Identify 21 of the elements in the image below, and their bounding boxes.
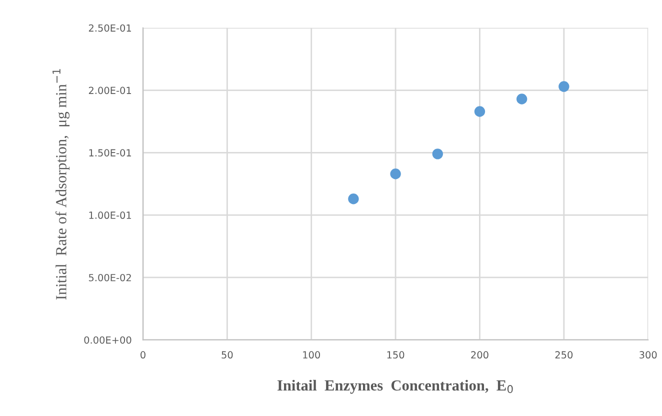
y-axis-title: Initial Rate of Adsorption, μg min$^{−1}$ xyxy=(52,69,70,300)
point xyxy=(558,81,570,92)
x-tick-label: 150 xyxy=(387,351,404,359)
x-tick-label: 0 xyxy=(140,351,146,359)
point xyxy=(432,148,443,160)
y-tick-label: 2.00E-01 xyxy=(88,86,131,94)
y-tick-label: 0.00E+00 xyxy=(84,336,132,344)
y-tick-label: 5.00E-02 xyxy=(88,274,131,282)
x-tick-label: 50 xyxy=(222,351,233,359)
y-tick-label: 1.50E-01 xyxy=(89,149,131,157)
x-axis-title: Initail Enzymes Concentration, E$_{0}$ xyxy=(278,380,513,394)
x-tick-label: 200 xyxy=(471,351,488,359)
x-tick-label: 100 xyxy=(303,351,320,359)
point xyxy=(516,94,528,104)
x-tick-label: 300 xyxy=(640,351,657,359)
point xyxy=(348,193,359,204)
y-tick-label: 2.50E-01 xyxy=(88,24,131,32)
point xyxy=(474,106,486,117)
x-tick-label: 250 xyxy=(555,351,573,359)
y-tick-label: 1.00E-01 xyxy=(89,212,131,219)
point xyxy=(390,168,401,180)
